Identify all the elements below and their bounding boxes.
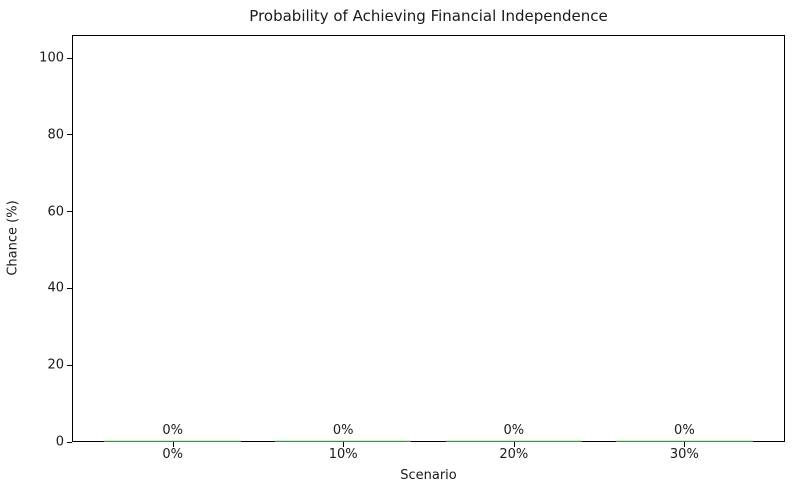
y-tick-label: 60 — [47, 204, 64, 220]
bar — [445, 440, 582, 442]
y-axis-label: Chance (%) — [5, 200, 21, 276]
y-tick-mark — [67, 134, 72, 136]
y-tick-label: 0 — [55, 434, 64, 450]
x-tick-mark — [172, 442, 174, 447]
chart-title: Probability of Achieving Financial Indep… — [249, 7, 608, 25]
x-tick-label: 10% — [328, 447, 358, 462]
bar — [616, 440, 753, 442]
x-axis-label: Scenario — [400, 468, 457, 483]
x-tick-label: 30% — [669, 447, 699, 462]
y-tick-mark — [67, 364, 72, 366]
y-tick-mark — [67, 57, 72, 59]
bar — [274, 440, 412, 442]
x-tick-mark — [343, 442, 345, 447]
y-tick-label: 20 — [47, 357, 64, 373]
y-tick-label: 100 — [39, 50, 64, 66]
y-tick-label: 80 — [47, 127, 64, 143]
bar-value-label: 0% — [674, 423, 695, 438]
plot-area — [72, 35, 785, 442]
bar — [104, 440, 241, 442]
y-tick-label: 40 — [47, 280, 64, 296]
y-tick-mark — [67, 441, 72, 443]
bar-value-label: 0% — [503, 423, 525, 438]
y-tick-mark — [67, 211, 72, 213]
y-tick-mark — [67, 287, 72, 289]
x-tick-label: 20% — [499, 447, 529, 462]
x-tick-mark — [513, 442, 515, 447]
bar-value-label: 0% — [332, 423, 354, 438]
x-tick-mark — [684, 442, 686, 447]
bar-value-label: 0% — [162, 423, 183, 438]
x-tick-label: 0% — [162, 447, 183, 462]
